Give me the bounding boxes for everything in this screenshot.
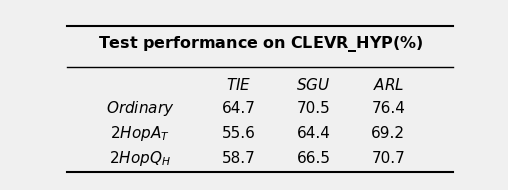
Text: $\mathit{2HopA}_{T}$: $\mathit{2HopA}_{T}$ bbox=[110, 124, 170, 143]
Text: $\mathit{SGU}$: $\mathit{SGU}$ bbox=[296, 77, 331, 93]
Text: $\mathit{Ordinary}$: $\mathit{Ordinary}$ bbox=[106, 99, 175, 118]
Text: 66.5: 66.5 bbox=[297, 151, 331, 166]
Text: $\mathit{ARL}$: $\mathit{ARL}$ bbox=[372, 77, 404, 93]
Text: $\mathbf{Test\ performance\ on\ CLEVR\_HYP(\%)}$: $\mathbf{Test\ performance\ on\ CLEVR\_H… bbox=[98, 34, 423, 54]
Text: 58.7: 58.7 bbox=[222, 151, 256, 166]
Text: 70.7: 70.7 bbox=[371, 151, 405, 166]
Text: 69.2: 69.2 bbox=[371, 126, 405, 141]
Text: 70.5: 70.5 bbox=[297, 101, 330, 116]
Text: 64.4: 64.4 bbox=[297, 126, 330, 141]
Text: 64.7: 64.7 bbox=[222, 101, 256, 116]
Text: $\mathit{2HopQ}_{H}$: $\mathit{2HopQ}_{H}$ bbox=[109, 149, 171, 168]
Text: 76.4: 76.4 bbox=[371, 101, 405, 116]
Text: 55.6: 55.6 bbox=[222, 126, 256, 141]
Text: $\mathit{TIE}$: $\mathit{TIE}$ bbox=[226, 77, 251, 93]
